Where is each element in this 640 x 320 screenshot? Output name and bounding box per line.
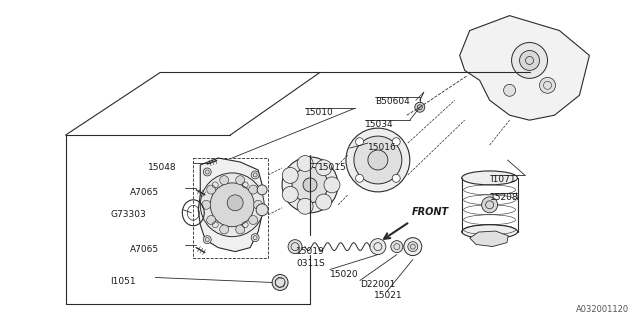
- Circle shape: [251, 234, 259, 242]
- Circle shape: [282, 167, 298, 183]
- Circle shape: [204, 168, 211, 176]
- Text: A7065: A7065: [131, 244, 159, 254]
- Circle shape: [370, 239, 386, 255]
- Text: 15010: 15010: [305, 108, 334, 117]
- Circle shape: [249, 185, 258, 194]
- Circle shape: [227, 195, 243, 211]
- Polygon shape: [198, 158, 262, 252]
- Circle shape: [392, 174, 400, 182]
- Circle shape: [391, 241, 403, 252]
- Circle shape: [220, 225, 228, 234]
- Circle shape: [288, 240, 302, 253]
- Text: A032001120: A032001120: [576, 305, 629, 314]
- Circle shape: [346, 128, 410, 192]
- Circle shape: [272, 275, 288, 291]
- Circle shape: [207, 216, 216, 225]
- Circle shape: [356, 174, 364, 182]
- Circle shape: [520, 51, 540, 70]
- Text: A7065: A7065: [131, 188, 159, 197]
- Circle shape: [404, 238, 422, 256]
- Circle shape: [200, 173, 264, 237]
- Text: I1071: I1071: [490, 175, 515, 184]
- Text: 15019: 15019: [296, 247, 325, 256]
- Circle shape: [392, 138, 400, 146]
- Circle shape: [282, 157, 338, 213]
- Circle shape: [210, 183, 254, 227]
- Polygon shape: [470, 231, 508, 246]
- Polygon shape: [460, 16, 589, 120]
- Circle shape: [354, 136, 402, 184]
- Circle shape: [204, 236, 211, 244]
- Bar: [193, 158, 268, 258]
- Circle shape: [236, 225, 244, 234]
- Text: 15016: 15016: [368, 143, 397, 152]
- Circle shape: [297, 156, 313, 172]
- Text: 0311S: 0311S: [296, 259, 325, 268]
- Circle shape: [511, 43, 547, 78]
- Circle shape: [249, 216, 258, 225]
- Ellipse shape: [461, 225, 518, 239]
- Circle shape: [207, 185, 216, 194]
- Circle shape: [292, 167, 328, 203]
- Circle shape: [356, 138, 364, 146]
- Circle shape: [251, 171, 259, 179]
- Circle shape: [504, 84, 516, 96]
- Circle shape: [408, 242, 418, 252]
- Text: 15020: 15020: [330, 269, 358, 278]
- Text: B50604: B50604: [375, 97, 410, 106]
- Text: 15208: 15208: [490, 193, 518, 202]
- Text: 15015: 15015: [318, 163, 347, 172]
- Circle shape: [220, 176, 228, 185]
- Circle shape: [282, 187, 298, 202]
- Circle shape: [236, 176, 244, 185]
- Circle shape: [324, 177, 340, 193]
- Text: 15034: 15034: [365, 120, 394, 129]
- Text: 15048: 15048: [148, 163, 177, 172]
- Circle shape: [316, 160, 332, 176]
- Text: 15021: 15021: [374, 292, 403, 300]
- Circle shape: [297, 198, 313, 214]
- Circle shape: [368, 150, 388, 170]
- Circle shape: [253, 200, 262, 209]
- Text: G73303: G73303: [111, 210, 146, 219]
- Circle shape: [482, 197, 498, 213]
- Circle shape: [415, 102, 425, 112]
- Text: FRONT: FRONT: [412, 207, 449, 217]
- Circle shape: [202, 200, 211, 209]
- Circle shape: [303, 178, 317, 192]
- Circle shape: [257, 185, 267, 195]
- Circle shape: [540, 77, 556, 93]
- Text: I1051: I1051: [111, 277, 136, 286]
- Circle shape: [256, 204, 268, 216]
- Circle shape: [316, 194, 332, 210]
- Ellipse shape: [461, 171, 518, 185]
- Text: D22001: D22001: [360, 280, 396, 290]
